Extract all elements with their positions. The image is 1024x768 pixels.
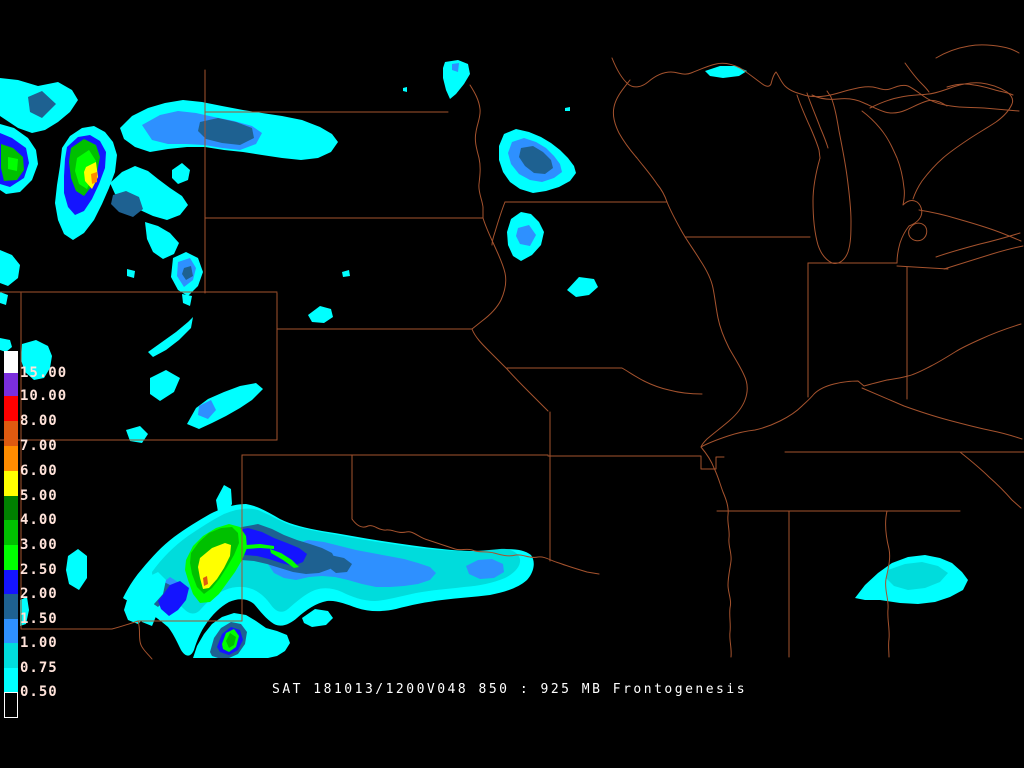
colorbar-segment (4, 471, 18, 496)
colorbar-segment (4, 446, 18, 471)
colorbar-label: 0.50 (20, 684, 58, 700)
colorbar-segment (4, 396, 18, 421)
colorbar-label: 1.50 (20, 611, 58, 627)
colorbar-segment (4, 421, 18, 446)
colorbar-segment (4, 570, 18, 594)
colorbar-label: 5.00 (20, 488, 58, 504)
colorbar-label: 0.75 (20, 660, 58, 676)
colorbar-segment (4, 520, 18, 545)
colorbar-segment (4, 594, 18, 619)
colorbar-segment (4, 668, 18, 692)
colorbar-label: 7.00 (20, 438, 58, 454)
colorbar-label: 2.50 (20, 562, 58, 578)
colorbar-label: 8.00 (20, 413, 58, 429)
state-borders (0, 44, 1024, 660)
contour-fills (0, 60, 968, 658)
colorbar-segment (4, 545, 18, 570)
colorbar-segment (4, 351, 18, 373)
colorbar-segment (4, 373, 18, 396)
colorbar-label: 10.00 (20, 388, 68, 404)
colorbar-label: 6.00 (20, 463, 58, 479)
colorbar-label: 4.00 (20, 512, 58, 528)
colorbar-segment (4, 643, 18, 668)
colorbar-label: 2.00 (20, 586, 58, 602)
colorbar-segment (4, 692, 18, 718)
colorbar-label: 3.00 (20, 537, 58, 553)
colorbar-segment (4, 496, 18, 520)
colorbar-segment (4, 619, 18, 643)
colorbar-label: 1.00 (20, 635, 58, 651)
colorbar-label: 15.00 (20, 365, 68, 381)
map-caption: SAT 181013/1200V048 850 : 925 MB Frontog… (272, 682, 748, 697)
